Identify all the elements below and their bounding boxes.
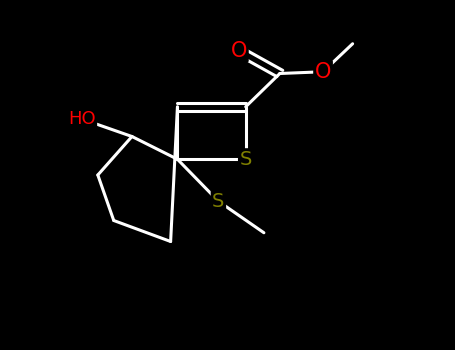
Text: O: O [231,41,247,61]
Text: HO: HO [68,110,96,128]
Text: S: S [212,192,225,211]
Text: O: O [315,62,331,82]
Text: S: S [239,150,252,169]
